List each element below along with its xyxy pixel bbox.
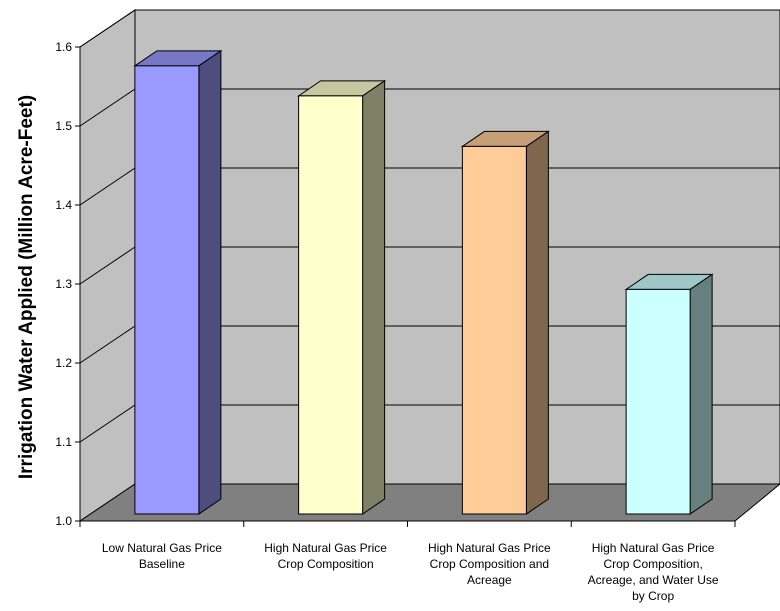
bars <box>133 49 714 515</box>
x-axis-ticks <box>79 521 736 527</box>
bar-front <box>298 95 364 515</box>
gridline-side <box>79 9 136 48</box>
gridlines <box>79 9 780 443</box>
bar-front <box>461 145 527 515</box>
y-tick-label: 1.3 <box>55 277 72 291</box>
category-label-line: Acreage, and Water Use <box>588 573 719 587</box>
category-label-line: Crop Composition and <box>430 557 549 571</box>
y-tick-label: 1.1 <box>55 435 72 449</box>
y-axis-label: Irrigation Water Applied (Million Acre-F… <box>16 95 37 479</box>
category-label-line: Crop Composition, <box>603 557 702 571</box>
category-label: Low Natural Gas Price Baseline <box>102 541 222 571</box>
bar-front <box>134 65 200 515</box>
category-label: High Natural Gas Price Crop Composition <box>264 541 387 571</box>
category-label-line: High Natural Gas Price <box>592 541 715 555</box>
category-label-line: Low Natural Gas Price <box>102 541 222 555</box>
bar-side <box>362 79 386 515</box>
y-tick-label: 1.4 <box>55 198 72 212</box>
bar <box>624 273 714 515</box>
bar-front <box>625 288 691 515</box>
y-tick-label: 1.0 <box>55 514 72 528</box>
category-label-line: Crop Composition <box>278 557 374 571</box>
category-labels: Low Natural Gas Price Baseline High Natura… <box>102 541 719 603</box>
bar <box>460 130 550 515</box>
category-label: High Natural Gas Price Crop Composition, A… <box>588 541 719 603</box>
category-label-line: Acreage <box>467 573 512 587</box>
y-axis-ticks: 1.0 1.1 1.2 1.3 1.4 1.5 1.6 <box>55 40 80 528</box>
category-label-line: Baseline <box>139 557 185 571</box>
y-tick-label: 1.2 <box>55 356 72 370</box>
gridline-side <box>79 325 136 364</box>
category-label-line: by Crop <box>632 589 674 603</box>
bar <box>133 49 223 515</box>
category-label: High Natural Gas Price Crop Composition a… <box>428 541 551 587</box>
gridline-side <box>79 404 136 443</box>
bar-side <box>198 49 222 515</box>
category-label-line: High Natural Gas Price <box>264 541 387 555</box>
y-tick-label: 1.6 <box>55 40 72 54</box>
y-tick-label: 1.5 <box>55 119 72 133</box>
bar-side <box>689 273 713 515</box>
category-label-line: High Natural Gas Price <box>428 541 551 555</box>
gridline-side <box>79 88 136 127</box>
gridline-side <box>79 246 136 285</box>
bar-side <box>525 130 549 515</box>
gridline-side <box>79 167 136 206</box>
bar <box>297 79 387 515</box>
